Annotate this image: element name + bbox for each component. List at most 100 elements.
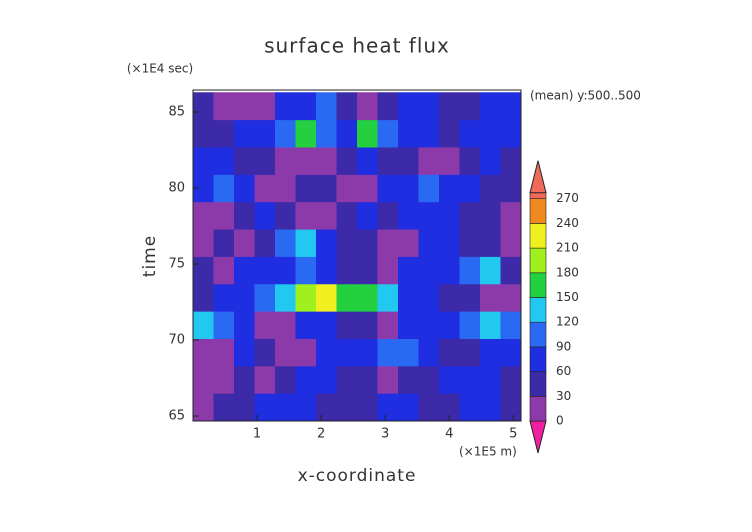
contour-cell — [295, 146, 317, 175]
colorbar-label: 150 — [556, 290, 579, 304]
contour-cell — [316, 119, 337, 148]
contour-cell — [377, 365, 399, 394]
contour-cell — [213, 283, 235, 312]
colorbar-band — [529, 395, 547, 422]
contour-cell — [234, 283, 255, 312]
contour-cell — [439, 229, 460, 257]
contour-cell — [377, 92, 399, 121]
colorbar-label: 0 — [556, 414, 564, 428]
contour-cell — [234, 119, 255, 148]
contour-cell — [316, 338, 337, 367]
contour-cell — [377, 338, 399, 367]
y-axis-title: time — [140, 235, 160, 277]
colorbar-label: 60 — [556, 364, 571, 378]
contour-cell — [398, 365, 419, 394]
contour-cell — [439, 256, 460, 285]
contour-cell — [234, 174, 255, 203]
contour-cell — [357, 229, 378, 257]
contour-cell — [193, 365, 214, 394]
contour-cell — [254, 201, 276, 230]
contour-cell — [398, 119, 419, 148]
contour-cell — [418, 256, 440, 285]
colorbar-label: 270 — [556, 191, 579, 205]
contour-cell — [295, 311, 317, 339]
contour-cell — [439, 92, 460, 121]
contour-cell — [275, 393, 296, 422]
contour-cell — [377, 283, 399, 312]
contour-cell — [459, 365, 481, 394]
contour-cell — [213, 338, 235, 367]
x-tick-label: 1 — [253, 427, 261, 442]
contour-cell — [480, 338, 501, 367]
contour-cell — [480, 119, 501, 148]
contour-cell — [500, 92, 522, 121]
x-tick-label: 3 — [381, 427, 389, 442]
contour-cell — [316, 283, 337, 312]
colorbar-over-band — [529, 192, 547, 199]
contour-cell — [459, 174, 481, 203]
contour-cell — [459, 256, 481, 285]
contour-cell — [234, 311, 255, 339]
contour-cell — [254, 119, 276, 148]
contour-cell — [480, 256, 501, 285]
y-tick-label: 75 — [168, 257, 185, 272]
contour-cell — [275, 256, 296, 285]
contour-cell — [480, 92, 501, 121]
contour-cell — [439, 174, 460, 203]
contour-cell — [418, 338, 440, 367]
contour-cell — [480, 146, 501, 175]
contour-cell — [316, 229, 337, 257]
contour-cell — [275, 174, 296, 203]
contour-cell — [439, 365, 460, 394]
contour-cell — [439, 338, 460, 367]
contour-cell — [459, 229, 481, 257]
contour-cell — [295, 283, 317, 312]
contour-cell — [275, 119, 296, 148]
contour-cell — [295, 229, 317, 257]
contour-cell — [336, 229, 358, 257]
contour-cell — [357, 201, 378, 230]
colorbar-band — [529, 297, 547, 323]
colorbar-band — [529, 371, 547, 397]
contour-cell — [213, 365, 235, 394]
contour-cell — [193, 283, 214, 312]
contour-cell — [480, 365, 501, 394]
contour-cell — [398, 256, 419, 285]
colorbar-label: 30 — [556, 389, 571, 403]
contour-cell — [439, 393, 460, 422]
contour-cell — [500, 201, 522, 230]
contour-cell — [254, 338, 276, 367]
contour-cell — [193, 393, 214, 422]
contour-cell — [398, 338, 419, 367]
contour-cell — [336, 119, 358, 148]
contour-cell — [316, 201, 337, 230]
contour-cell — [336, 92, 358, 121]
y-tick-label: 80 — [168, 181, 185, 196]
contour-cell — [193, 201, 214, 230]
contour-cell — [295, 256, 317, 285]
contour-cell — [336, 201, 358, 230]
contour-cell — [398, 174, 419, 203]
contour-cell — [500, 229, 522, 257]
contour-cell — [357, 393, 378, 422]
contour-cell — [377, 256, 399, 285]
contour-cell — [459, 119, 481, 148]
subtitle: (mean) y:500..500 — [530, 89, 641, 103]
contour-cell — [459, 92, 481, 121]
colorbar-band — [529, 346, 547, 372]
colorbar-over — [529, 160, 547, 194]
contour-cell — [295, 119, 317, 148]
contour-cell — [254, 229, 276, 257]
x-tick-label: 4 — [445, 427, 453, 442]
contour-cell — [336, 311, 358, 339]
x-axis-title: x-coordinate — [298, 466, 417, 486]
contour-cell — [213, 393, 235, 422]
contour-cell — [480, 283, 501, 312]
contour-cell — [398, 92, 419, 121]
colorbar-band — [529, 198, 547, 224]
contour-cell — [234, 256, 255, 285]
contour-cell — [213, 174, 235, 203]
contour-cell — [295, 174, 317, 203]
contour-cell — [213, 146, 235, 175]
